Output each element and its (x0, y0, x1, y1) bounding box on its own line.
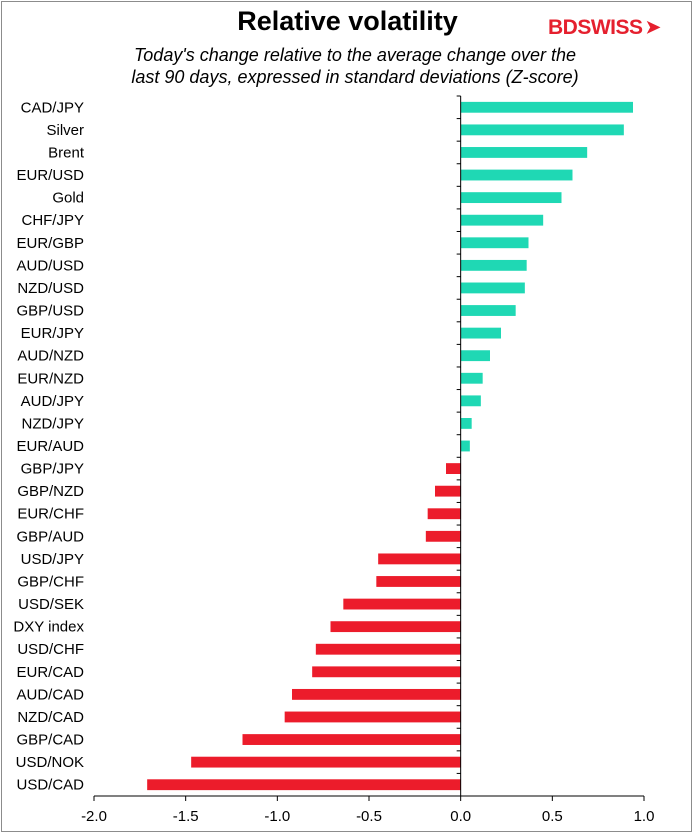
bar-nzd-usd (460, 282, 525, 294)
bar-usd-chf (315, 643, 461, 655)
category-label: AUD/JPY (21, 393, 84, 410)
bar-gbp-usd (460, 305, 516, 316)
category-label: AUD/CAD (16, 686, 84, 703)
bar-eur-gbp (460, 237, 529, 249)
bar-usd-sek (343, 598, 461, 610)
chart-subtitle: Today's change relative to the average c… (60, 44, 650, 88)
category-label: DXY index (13, 619, 84, 636)
bar-gbp-chf (376, 576, 461, 587)
logo-text: BDSWISS (548, 16, 643, 39)
category-label: EUR/GBP (16, 235, 84, 252)
bar-eur-usd (460, 169, 573, 181)
bar-gbp-cad (242, 734, 461, 745)
category-label: GBP/CAD (16, 732, 84, 749)
category-label: CHF/JPY (21, 212, 84, 229)
bar-usd-cad (147, 779, 461, 791)
x-tick-label: -1.5 (173, 808, 199, 825)
bar-gold (460, 192, 562, 204)
bar-silver (460, 124, 624, 136)
x-tick-label: 0.5 (542, 808, 563, 825)
logo-arrow-icon: ➤ (645, 17, 661, 37)
bar-chf-jpy (460, 214, 544, 226)
category-label: EUR/CHF (17, 506, 84, 523)
category-label: Silver (46, 122, 84, 139)
category-label: USD/CAD (16, 777, 84, 794)
bar-eur-nzd (460, 372, 483, 384)
chart-title: Relative volatility (237, 6, 458, 36)
category-label: NZD/JPY (21, 415, 84, 432)
category-label: EUR/JPY (21, 325, 84, 342)
category-label: CAD/JPY (21, 99, 84, 116)
bar-aud-cad (292, 688, 461, 700)
subtitle-line-1: Today's change relative to the average c… (133, 45, 577, 65)
category-label: EUR/USD (16, 167, 84, 184)
bar-eur-jpy (460, 327, 501, 339)
category-label: GBP/CHF (17, 573, 84, 590)
bar-dxy-index (330, 621, 461, 633)
category-label: AUD/NZD (17, 348, 84, 365)
subtitle-line-2: last 90 days, expressed in standard devi… (131, 67, 579, 87)
category-label: GBP/USD (16, 303, 84, 320)
bar-aud-usd (460, 259, 527, 271)
bar-eur-aud (460, 440, 470, 452)
bar-brent (460, 147, 588, 158)
brand-logo: BDSWISS ➤ (548, 16, 661, 40)
category-label: GBP/JPY (21, 461, 84, 478)
bar-eur-cad (312, 666, 461, 678)
x-tick-label: -2.0 (81, 808, 107, 825)
category-label: EUR/NZD (17, 370, 84, 387)
bar-gbp-nzd (435, 485, 461, 497)
category-label: GBP/NZD (17, 483, 84, 500)
bar-eur-chf (427, 508, 461, 520)
x-tick-label: -0.5 (356, 808, 382, 825)
bar-aud-nzd (460, 350, 490, 362)
x-tick-label: -1.0 (264, 808, 290, 825)
category-label: Brent (48, 144, 85, 161)
bar-nzd-cad (284, 711, 461, 723)
bar-usd-nok (191, 756, 461, 768)
category-label: EUR/AUD (16, 438, 84, 455)
category-label: USD/SEK (18, 596, 84, 613)
category-label: Gold (52, 190, 84, 207)
category-label: USD/NOK (16, 754, 84, 771)
category-label: AUD/USD (16, 257, 84, 274)
category-label: USD/JPY (21, 551, 84, 568)
bar-gbp-aud (425, 530, 461, 542)
category-label: USD/CHF (17, 641, 84, 658)
category-label: NZD/USD (17, 280, 84, 297)
bar-aud-jpy (460, 395, 481, 407)
category-label: GBP/AUD (16, 528, 84, 545)
category-label: EUR/CAD (16, 664, 84, 681)
x-tick-label: 1.0 (634, 808, 655, 825)
bar-nzd-jpy (460, 418, 472, 429)
bar-gbp-jpy (446, 463, 461, 474)
x-tick-label: 0.0 (450, 808, 471, 825)
category-label: NZD/CAD (17, 709, 84, 726)
bar-usd-jpy (378, 553, 461, 565)
bar-cad-jpy (460, 101, 633, 113)
